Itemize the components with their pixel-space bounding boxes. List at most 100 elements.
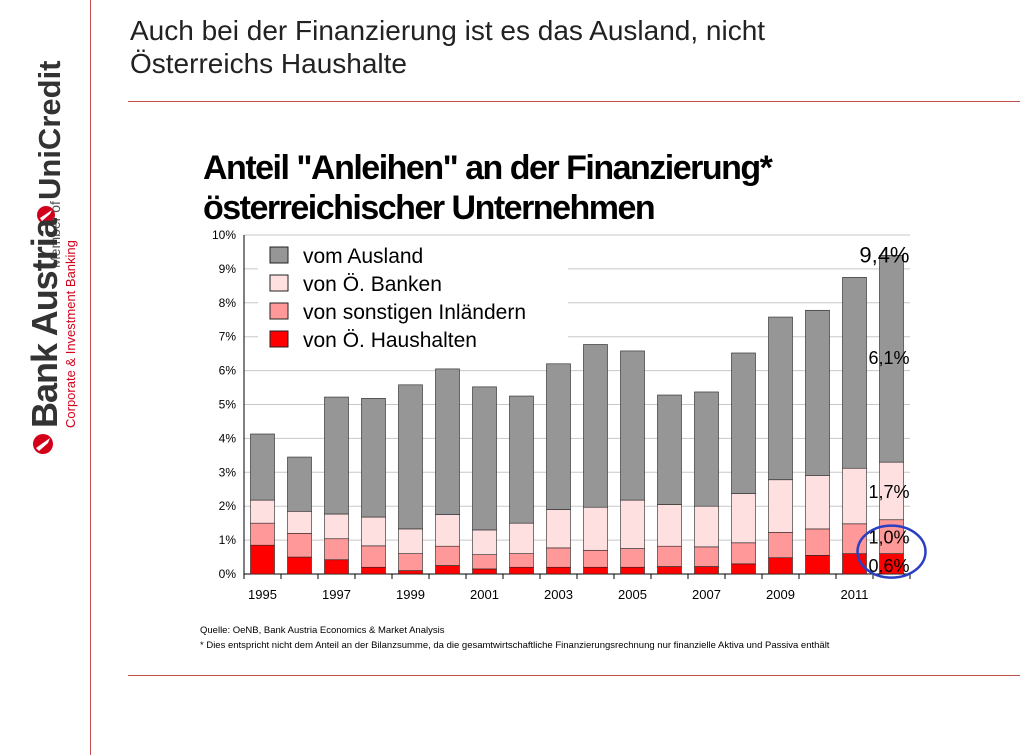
data-label: 9,4% [859, 242, 909, 267]
legend-swatch [269, 330, 289, 348]
slide-title-line2: Österreichs Haushalte [130, 48, 408, 79]
legend-swatch [269, 274, 289, 292]
slide-title-line1: Auch bei der Finanzierung ist es das Aus… [130, 15, 766, 46]
bar-segment [472, 554, 497, 570]
x-tick-label: 1997 [322, 587, 351, 602]
data-label: 1,7% [868, 482, 909, 502]
bar-segment [842, 277, 867, 469]
footnote: * Dies entspricht nicht dem Anteil an de… [200, 640, 830, 651]
bar-segment [546, 509, 571, 549]
bar-segment [250, 522, 275, 546]
bar-segment [657, 545, 682, 567]
bar-segment [287, 533, 312, 558]
y-tick-label: 0% [219, 567, 237, 581]
bar-segment [324, 538, 349, 561]
legend-swatch [269, 246, 289, 264]
bar-segment [546, 363, 571, 510]
bar-segment [657, 394, 682, 505]
brand-logo: UniCredit Member of Bank Austria Corpora… [24, 61, 78, 454]
bar-segment [509, 395, 534, 524]
bar-segment [398, 570, 423, 575]
bar-segment [805, 309, 830, 476]
bar-segment [472, 386, 497, 531]
title-divider [128, 101, 1020, 102]
footer-divider [128, 675, 1020, 676]
bar-segment [509, 553, 534, 568]
x-tick-label: 2001 [470, 587, 499, 602]
source-note: Quelle: OeNB, Bank Austria Economics & M… [200, 625, 445, 636]
bar-segment [398, 553, 423, 571]
bar-segment [768, 479, 793, 533]
legend-label: vom Ausland [303, 245, 423, 268]
bar-segment [879, 461, 904, 521]
bar-segment [694, 505, 719, 548]
x-tick-label: 2009 [766, 587, 795, 602]
bar-segment [472, 529, 497, 555]
y-tick-label: 7% [219, 330, 237, 344]
bar-segment [731, 493, 756, 544]
legend-label: von Ö. Haushalten [303, 329, 477, 352]
bar-segment [472, 568, 497, 575]
bar-segment [546, 547, 571, 568]
y-tick-label: 2% [219, 499, 237, 513]
y-tick-label: 3% [219, 465, 237, 479]
bar-segment [731, 542, 756, 565]
bar-segment [620, 548, 645, 568]
bar-segment [509, 566, 534, 575]
bar-segment [768, 557, 793, 575]
y-tick-label: 8% [219, 296, 237, 310]
bar-segment [250, 544, 275, 575]
bar-segment [546, 566, 571, 575]
bar-segment [435, 545, 460, 566]
bar-segment [250, 499, 275, 524]
bar-segment [768, 316, 793, 481]
bar-segment [657, 566, 682, 575]
data-label: 1,0% [868, 528, 909, 548]
x-tick-label: 2007 [692, 587, 721, 602]
bank-austria-text: Bank Austria [24, 217, 65, 428]
bar-segment [361, 516, 386, 547]
x-tick-label: 1999 [396, 587, 425, 602]
y-tick-label: 9% [219, 262, 237, 276]
x-tick-label: 1995 [248, 587, 277, 602]
data-label: 0,6% [868, 556, 909, 576]
bar-segment [583, 566, 608, 575]
bar-segment [435, 565, 460, 575]
bar-segment [694, 391, 719, 507]
bar-segment [583, 344, 608, 508]
bar-segment [620, 566, 645, 575]
legend-label: von sonstigen Inländern [303, 301, 526, 324]
y-tick-label: 6% [219, 364, 237, 378]
bar-segment [879, 255, 904, 463]
y-tick-label: 1% [219, 533, 237, 547]
bar-segment [361, 545, 386, 568]
bar-segment [398, 384, 423, 530]
bar-segment [694, 546, 719, 567]
left-accent-line [90, 0, 91, 755]
bar-segment [768, 532, 793, 559]
bar-segment [731, 352, 756, 494]
bar-segment [324, 396, 349, 515]
bar-segment [731, 563, 756, 575]
bar-segment [805, 475, 830, 530]
bar-segment [250, 433, 275, 501]
bar-segment [361, 566, 386, 575]
bar-segment [324, 559, 349, 575]
x-tick-label: 2011 [841, 587, 869, 602]
bar-segment [361, 398, 386, 518]
legend-swatch [269, 302, 289, 320]
chart-title: Anteil "Anleihen" an der Finanzierung* ö… [203, 148, 773, 228]
bar-segment [842, 467, 867, 525]
bar-segment [805, 528, 830, 556]
bar-segment [657, 504, 682, 547]
y-tick-label: 10% [212, 228, 236, 242]
parent-logo-text: UniCredit [32, 61, 67, 201]
bar-segment [287, 556, 312, 575]
bar-segment [509, 522, 534, 554]
slide-title: Auch bei der Finanzierung ist es das Aus… [130, 14, 765, 80]
bar-segment [435, 514, 460, 547]
bar-segment [583, 549, 608, 568]
bar-segment [398, 528, 423, 554]
legend-box [258, 238, 568, 356]
